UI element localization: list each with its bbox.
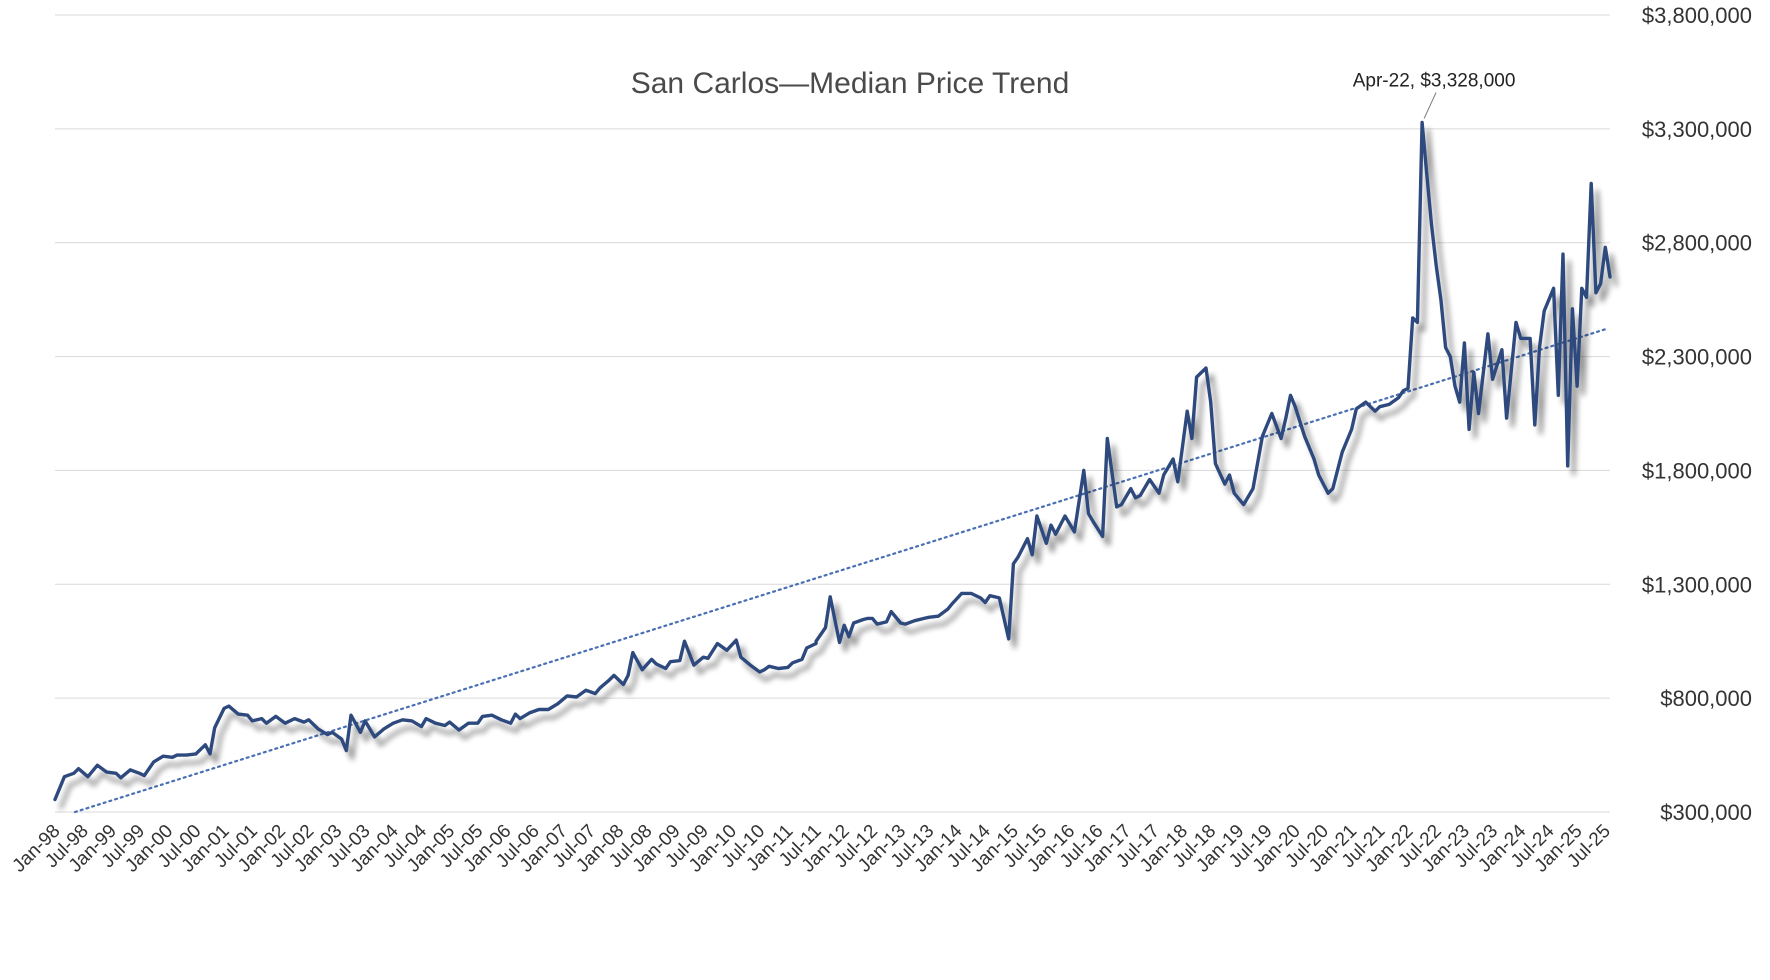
chart-title: San Carlos—Median Price Trend bbox=[631, 67, 1070, 100]
y-tick-label: $1,800,000 bbox=[1642, 458, 1752, 483]
annotation-leader-line bbox=[1423, 92, 1437, 119]
y-tick-label: $2,800,000 bbox=[1642, 231, 1752, 256]
y-axis-ticks: $300,000 $800,000 $1,300,000 $1,800,000 $2,3… bbox=[1642, 3, 1752, 825]
series-line bbox=[53, 120, 1612, 802]
trendline bbox=[73, 328, 1607, 814]
y-tick-label: $3,800,000 bbox=[1642, 3, 1752, 28]
gridlines bbox=[55, 14, 1610, 813]
annotation: Apr-22, $3,328,000 bbox=[1353, 70, 1516, 119]
y-tick-label: $2,300,000 bbox=[1642, 345, 1752, 370]
x-axis-ticks: Jan-98Jul-98Jan-99Jul-99Jan-00Jul-00Jan-… bbox=[9, 820, 1615, 876]
y-tick-label: $3,300,000 bbox=[1642, 117, 1752, 142]
y-tick-label: $300,000 bbox=[1660, 800, 1752, 825]
annotation-label: Apr-22, $3,328,000 bbox=[1353, 70, 1516, 91]
series-layer bbox=[53, 120, 1612, 802]
y-tick-label: $1,300,000 bbox=[1642, 572, 1752, 597]
y-tick-label: $800,000 bbox=[1660, 686, 1752, 711]
